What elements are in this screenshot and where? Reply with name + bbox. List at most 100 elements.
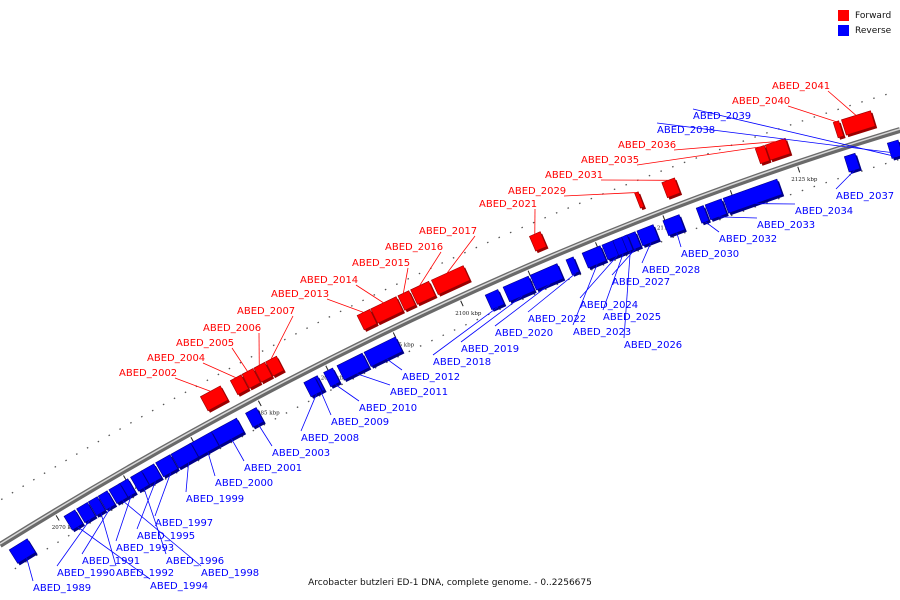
gene-block-abed-2006[interactable] <box>253 361 273 383</box>
gene-block-abed-1994[interactable] <box>63 509 84 531</box>
gene-label[interactable]: ABED_2041 <box>772 81 830 92</box>
gene-label[interactable]: ABED_2017 <box>419 226 477 237</box>
gene-block-abed-1992[interactable] <box>87 496 106 517</box>
gene-label[interactable]: ABED_2004 <box>147 353 205 364</box>
gene-block-abed-2016[interactable] <box>410 280 436 305</box>
gene-label[interactable]: ABED_2032 <box>719 234 777 245</box>
gene-label[interactable]: ABED_2002 <box>119 368 177 379</box>
gene-label[interactable]: ABED_2007 <box>237 306 295 317</box>
gene-leader-line <box>432 306 499 356</box>
gene-block-abed-2034[interactable] <box>722 178 783 214</box>
gene-block-abed-2030[interactable] <box>662 214 686 237</box>
gene-label[interactable]: ABED_2021 <box>479 199 537 210</box>
gene-block-abed-2026[interactable] <box>621 234 634 253</box>
gene-label[interactable]: ABED_2012 <box>402 372 460 383</box>
gene-block-abed-2032[interactable] <box>695 205 710 224</box>
gene-block-abed-2031[interactable] <box>661 177 681 199</box>
gene-label[interactable]: ABED_2011 <box>390 387 448 398</box>
gene-label[interactable]: ABED_2037 <box>836 191 894 202</box>
gene-label[interactable]: ABED_2026 <box>624 340 682 351</box>
gene-block-abed-2036[interactable] <box>764 137 791 161</box>
gene-block-abed-2022[interactable] <box>565 256 580 276</box>
gene-label[interactable]: ABED_2036 <box>618 140 676 151</box>
gene-label[interactable]: ABED_2038 <box>657 125 715 136</box>
gene-leader-line <box>100 512 117 567</box>
gene-label[interactable]: ABED_2013 <box>271 289 329 300</box>
gene-label[interactable]: ABED_2008 <box>301 433 359 444</box>
tick-label: 2100 kbp <box>455 311 482 317</box>
gene-label[interactable]: ABED_2015 <box>352 258 410 269</box>
gene-label[interactable]: ABED_2024 <box>580 300 638 311</box>
gene-block-abed-1990[interactable] <box>76 501 96 524</box>
gene-label[interactable]: ABED_2025 <box>603 312 661 323</box>
gene-block-abed-1997[interactable] <box>155 454 179 478</box>
gene-block-abed-1999[interactable] <box>170 442 199 469</box>
gene-label[interactable]: ABED_2000 <box>215 478 273 489</box>
gene-block-abed-2015[interactable] <box>397 290 416 311</box>
gene-block-abed-2037[interactable] <box>843 152 861 173</box>
gene-block-abed-2033[interactable] <box>704 198 728 221</box>
gene-label[interactable]: ABED_1997 <box>155 518 213 529</box>
gene-block-abed-2010[interactable] <box>323 367 341 388</box>
gene-label[interactable]: ABED_1991 <box>82 556 140 567</box>
gene-block-abed-2023[interactable] <box>581 245 607 269</box>
gene-block-abed-2012[interactable] <box>363 336 403 367</box>
gene-block-abed-2013[interactable] <box>356 308 378 331</box>
gene-label[interactable]: ABED_2039 <box>693 111 751 122</box>
gene-label[interactable]: ABED_2003 <box>272 448 330 459</box>
gene-leader-line <box>174 377 211 392</box>
gene-block-abed-2005[interactable] <box>241 368 261 389</box>
gene-label[interactable]: ABED_2028 <box>642 265 700 276</box>
gene-block-abed-2018[interactable] <box>484 289 505 311</box>
gene-label[interactable]: ABED_1992 <box>116 568 174 579</box>
gene-block-abed-2011[interactable] <box>336 352 370 381</box>
gene-block-abed-2014[interactable] <box>370 296 404 324</box>
gene-label[interactable]: ABED_2033 <box>757 220 815 231</box>
gene-label[interactable]: ABED_2014 <box>300 275 358 286</box>
gene-label[interactable]: ABED_2029 <box>508 186 566 197</box>
gene-block-abed-1996[interactable] <box>130 470 150 492</box>
gene-block-abed-2040[interactable] <box>832 120 844 139</box>
gene-label[interactable]: ABED_2035 <box>581 155 639 166</box>
gene-block-abed-2019[interactable] <box>502 275 536 303</box>
gene-block-abed-2028[interactable] <box>636 224 660 247</box>
gene-label[interactable]: ABED_2006 <box>203 323 261 334</box>
gene-block-abed-2029[interactable] <box>634 191 645 209</box>
gene-leader-line <box>623 250 631 339</box>
gene-label[interactable]: ABED_2018 <box>433 357 491 368</box>
gene-label[interactable]: ABED_2023 <box>573 327 631 338</box>
gene-block-abed-2002[interactable] <box>199 385 229 412</box>
gene-label[interactable]: ABED_2030 <box>681 249 739 260</box>
gene-label[interactable]: ABED_1990 <box>57 568 115 579</box>
gene-block-abed-2039[interactable] <box>886 139 900 159</box>
gene-block-abed-2017[interactable] <box>430 265 471 295</box>
gene-block-abed-1998[interactable] <box>108 483 129 505</box>
gene-block-abed-2003[interactable] <box>245 407 265 428</box>
gene-block-abed-1991[interactable] <box>97 490 116 511</box>
gene-label[interactable]: ABED_2022 <box>528 314 586 325</box>
gene-label[interactable]: ABED_2040 <box>732 96 790 107</box>
gene-label[interactable]: ABED_1999 <box>186 494 244 505</box>
gene-label[interactable]: ABED_2001 <box>244 463 302 474</box>
gene-label[interactable]: ABED_1994 <box>150 581 208 592</box>
gene-block-abed-2041[interactable] <box>841 110 876 136</box>
gene-label[interactable]: ABED_2027 <box>612 277 670 288</box>
gene-label[interactable]: ABED_2034 <box>795 206 853 217</box>
gene-label[interactable]: ABED_2031 <box>545 170 603 181</box>
gene-label[interactable]: ABED_1998 <box>201 568 259 579</box>
gene-label[interactable]: ABED_2005 <box>176 338 234 349</box>
gene-block-abed-2021[interactable] <box>529 231 547 252</box>
gene-block-abed-2008[interactable] <box>303 376 323 398</box>
gene-label[interactable]: ABED_1993 <box>116 543 174 554</box>
gene-block-abed-2007[interactable] <box>265 355 285 377</box>
gene-label[interactable]: ABED_2010 <box>359 403 417 414</box>
gene-block-abed-2035[interactable] <box>754 145 770 165</box>
gene-label[interactable]: ABED_2009 <box>331 417 389 428</box>
gene-label[interactable]: ABED_2020 <box>495 328 553 339</box>
gene-label[interactable]: ABED_2016 <box>385 242 443 253</box>
gene-block-abed-2004[interactable] <box>229 374 250 396</box>
gene-label[interactable]: ABED_2019 <box>461 344 519 355</box>
gene-label[interactable]: ABED_1989 <box>33 583 91 594</box>
gene-block-abed-2020[interactable] <box>529 263 564 291</box>
gene-block-abed-1989[interactable] <box>8 538 37 564</box>
